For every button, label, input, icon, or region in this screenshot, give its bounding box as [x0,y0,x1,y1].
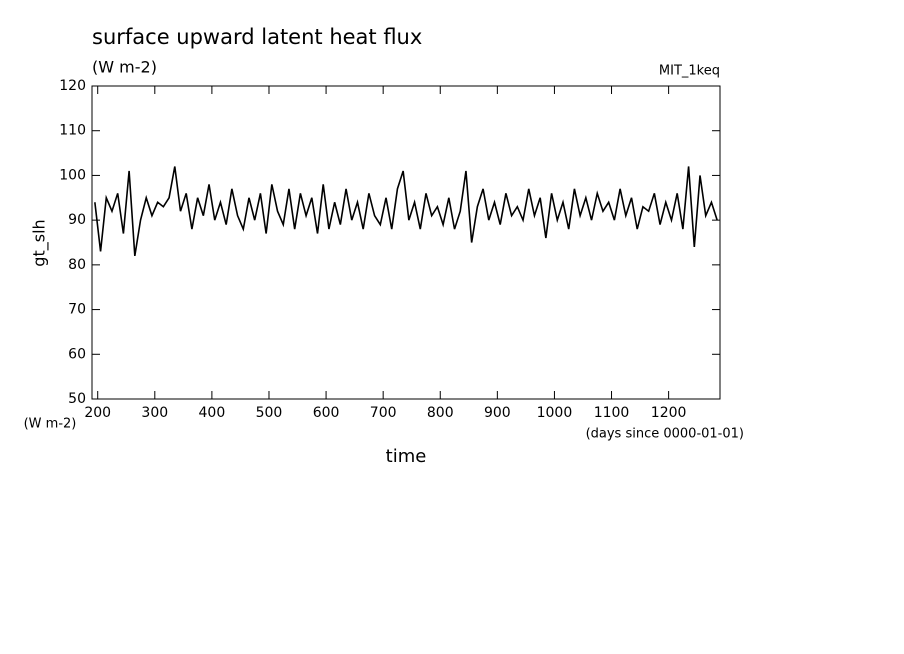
y-axis-units: (W m-2) [24,417,77,432]
x-tick-label: 500 [256,405,283,421]
annotation: MIT_1keq [659,64,720,79]
y-tick-label: 90 [68,212,86,228]
x-tick-label: 700 [370,405,397,421]
x-tick-label: 1100 [594,405,630,421]
chart-title: surface upward latent heat flux [92,25,422,49]
y-tick-label: 70 [68,302,86,318]
x-tick-label: 900 [484,405,511,421]
y-tick-label: 80 [68,257,86,273]
x-tick-label: 1200 [651,405,687,421]
chart-subtitle: (W m-2) [92,58,157,77]
x-tick-label: 300 [141,405,168,421]
x-tick-label: 600 [313,405,340,421]
data-line [94,166,718,257]
plot-frame [91,85,721,400]
x-tick-label: 400 [199,405,226,421]
y-tick-label: 100 [59,167,86,183]
y-tick-label: 110 [59,123,86,139]
x-axis-units: (days since 0000-01-01) [586,427,744,442]
y-tick-label: 120 [59,78,86,94]
y-axis-label: gt_slh [30,219,50,266]
y-tick-label: 60 [68,346,86,362]
x-tick-label: 1000 [537,405,573,421]
x-axis-label: time [386,446,427,467]
x-tick-label: 800 [427,405,454,421]
x-tick-label: 200 [84,405,111,421]
y-tick-label: 50 [68,391,86,407]
